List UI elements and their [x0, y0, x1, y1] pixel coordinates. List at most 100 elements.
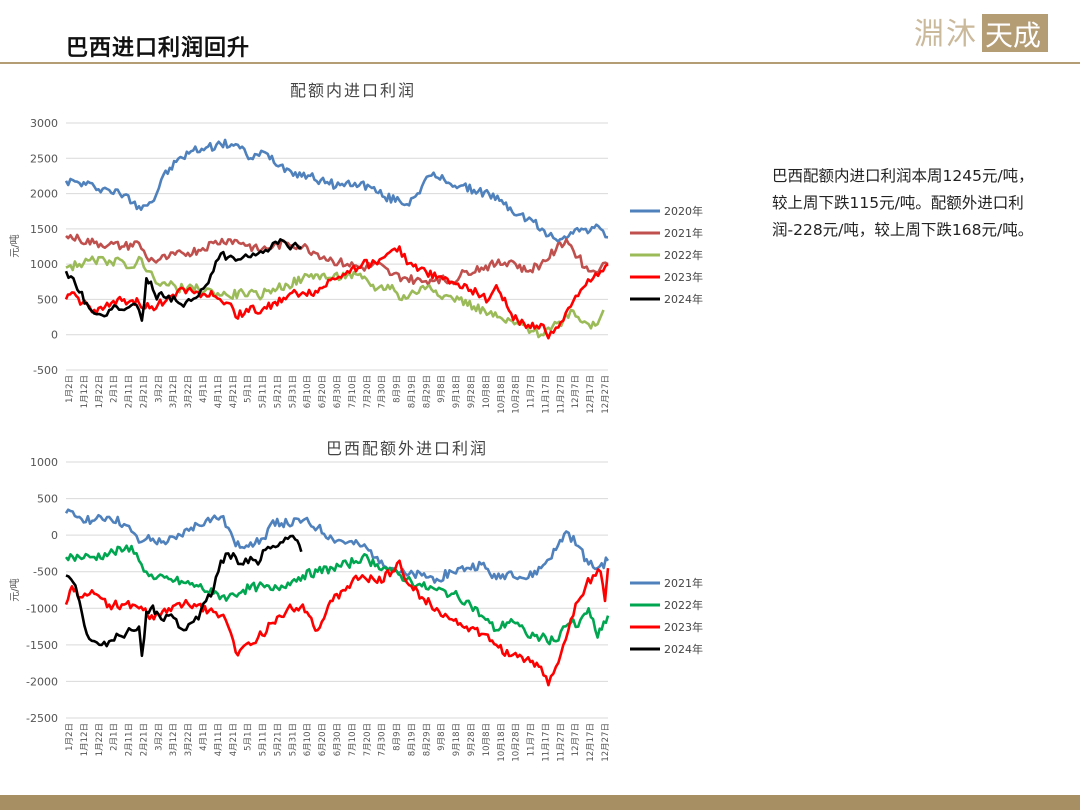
x-tick-label: 2月1日: [110, 723, 120, 751]
y-tick-label: 500: [37, 293, 58, 306]
commentary-text: 巴西配额内进口利润本周1245元/吨，较上周下跌115元/吨。配额外进口利润-2…: [772, 167, 1034, 239]
x-tick-label: 3月2日: [154, 723, 164, 751]
x-tick-label: 10月18日: [497, 723, 507, 762]
y-tick-label: 3000: [30, 117, 58, 130]
x-tick-label: 1月22日: [95, 723, 105, 756]
x-tick-label: 7月30日: [378, 375, 388, 408]
x-tick-label: 3月2日: [154, 375, 164, 403]
y-tick-label: 1500: [30, 223, 58, 236]
x-tick-label: 2月11日: [125, 375, 135, 408]
x-tick-label: 2月11日: [125, 723, 135, 756]
x-tick-label: 11月17日: [541, 723, 551, 762]
x-tick-label: 11月27日: [556, 723, 566, 762]
legend-label: 2023年: [664, 620, 703, 634]
x-tick-label: 9月28日: [467, 723, 477, 756]
x-tick-label: 10月8日: [482, 375, 492, 408]
x-tick-label: 9月8日: [437, 375, 447, 403]
x-tick-label: 2月1日: [110, 375, 120, 403]
x-tick-label: 10月28日: [512, 375, 522, 414]
x-tick-label: 2月21日: [139, 375, 149, 408]
x-tick-label: 4月11日: [214, 375, 224, 408]
x-tick-label: 10月28日: [512, 723, 522, 762]
x-tick-label: 12月17日: [586, 375, 596, 414]
x-tick-label: 12月7日: [571, 723, 581, 756]
x-tick-label: 6月10日: [303, 723, 313, 756]
x-tick-label: 7月30日: [378, 723, 388, 756]
x-tick-label: 3月22日: [184, 375, 194, 408]
x-tick-label: 12月27日: [601, 723, 611, 762]
page-title: 巴西进口利润回升: [66, 35, 251, 61]
x-tick-label: 5月31日: [288, 723, 298, 756]
x-tick-label: 12月27日: [601, 375, 611, 414]
x-tick-label: 5月21日: [273, 375, 283, 408]
y-tick-label: -1000: [26, 602, 58, 615]
x-tick-label: 4月11日: [214, 723, 224, 756]
chart-title: 配额内进口利润: [290, 81, 416, 100]
x-tick-label: 1月12日: [80, 723, 90, 756]
svg-text:沐: 沐: [946, 17, 976, 52]
y-tick-label: -2500: [26, 712, 58, 725]
y-tick-label: 500: [37, 493, 58, 506]
x-tick-label: 5月31日: [288, 375, 298, 408]
x-tick-label: 5月21日: [273, 723, 283, 756]
x-tick-label: 9月18日: [452, 723, 462, 756]
company-logo: 淵 沐 天成: [914, 14, 1048, 52]
x-tick-label: 3月12日: [169, 723, 179, 756]
x-tick-label: 6月20日: [318, 723, 328, 756]
legend-label: 2021年: [664, 576, 703, 590]
x-tick-label: 8月19日: [407, 723, 417, 756]
x-tick-label: 8月29日: [422, 723, 432, 756]
x-tick-label: 1月2日: [65, 375, 75, 403]
y-tick-label: 2500: [30, 152, 58, 165]
legend-label: 2021年: [664, 226, 703, 240]
x-tick-label: 7月10日: [348, 375, 358, 408]
legend-label: 2024年: [664, 642, 703, 656]
chart-1: 配额内进口利润 3000 2500 2000 1500 1000 500 0 -500 元/吨 1月…: [8, 81, 703, 414]
x-tick-label: 8月9日: [393, 375, 403, 403]
x-tick-label: 10月8日: [482, 723, 492, 756]
x-tick-label: 2月21日: [139, 723, 149, 756]
header-divider: [0, 62, 1080, 64]
x-tick-label: 6月10日: [303, 375, 313, 408]
legend-label: 2023年: [664, 270, 703, 284]
x-tick-label: 4月21日: [229, 723, 239, 756]
y-tick-label: -500: [33, 566, 58, 579]
series-line-2024年: [65, 534, 303, 658]
x-tick-label: 9月18日: [452, 375, 462, 408]
x-tick-label: 1月2日: [65, 723, 75, 751]
series-line-2022年: [64, 544, 610, 646]
x-tick-label: 12月17日: [586, 723, 596, 762]
footer-bar: [0, 795, 1080, 810]
x-tick-label: 7月20日: [363, 723, 373, 756]
y-tick-label: 0: [51, 529, 58, 542]
x-tick-label: 8月9日: [393, 723, 403, 751]
svg-text:淵: 淵: [914, 17, 944, 52]
x-tick-label: 3月12日: [169, 375, 179, 408]
x-tick-label: 8月19日: [407, 375, 417, 408]
legend-label: 2022年: [664, 598, 703, 612]
y-tick-label: 0: [51, 329, 58, 342]
x-tick-label: 9月28日: [467, 375, 477, 408]
x-tick-label: 4月1日: [199, 723, 209, 751]
x-tick-label: 7月10日: [348, 723, 358, 756]
x-tick-label: 4月21日: [229, 375, 239, 408]
series-line-2022年: [65, 255, 605, 339]
x-tick-label: 12月7日: [571, 375, 581, 408]
y-tick-label: -2000: [26, 675, 58, 688]
legend-label: 2022年: [664, 248, 703, 262]
x-tick-label: 8月29日: [422, 375, 432, 408]
x-tick-label: 6月30日: [333, 375, 343, 408]
chart-2: 巴西配额外进口利润 1000 500 0 -500 -1000 -1500 -2000 -250…: [8, 439, 703, 762]
x-tick-label: 1月12日: [80, 375, 90, 408]
series-line-2023年: [64, 245, 609, 340]
y-tick-label: 1000: [30, 258, 58, 271]
series-line-2021年: [64, 508, 610, 584]
y-tick-label: 2000: [30, 188, 58, 201]
series-line-2023年: [64, 559, 610, 687]
x-tick-label: 5月1日: [244, 375, 254, 403]
x-tick-label: 11月7日: [527, 375, 537, 408]
x-tick-label: 5月1日: [244, 723, 254, 751]
legend-label: 2020年: [664, 204, 703, 218]
y-tick-label: 1000: [30, 456, 58, 469]
